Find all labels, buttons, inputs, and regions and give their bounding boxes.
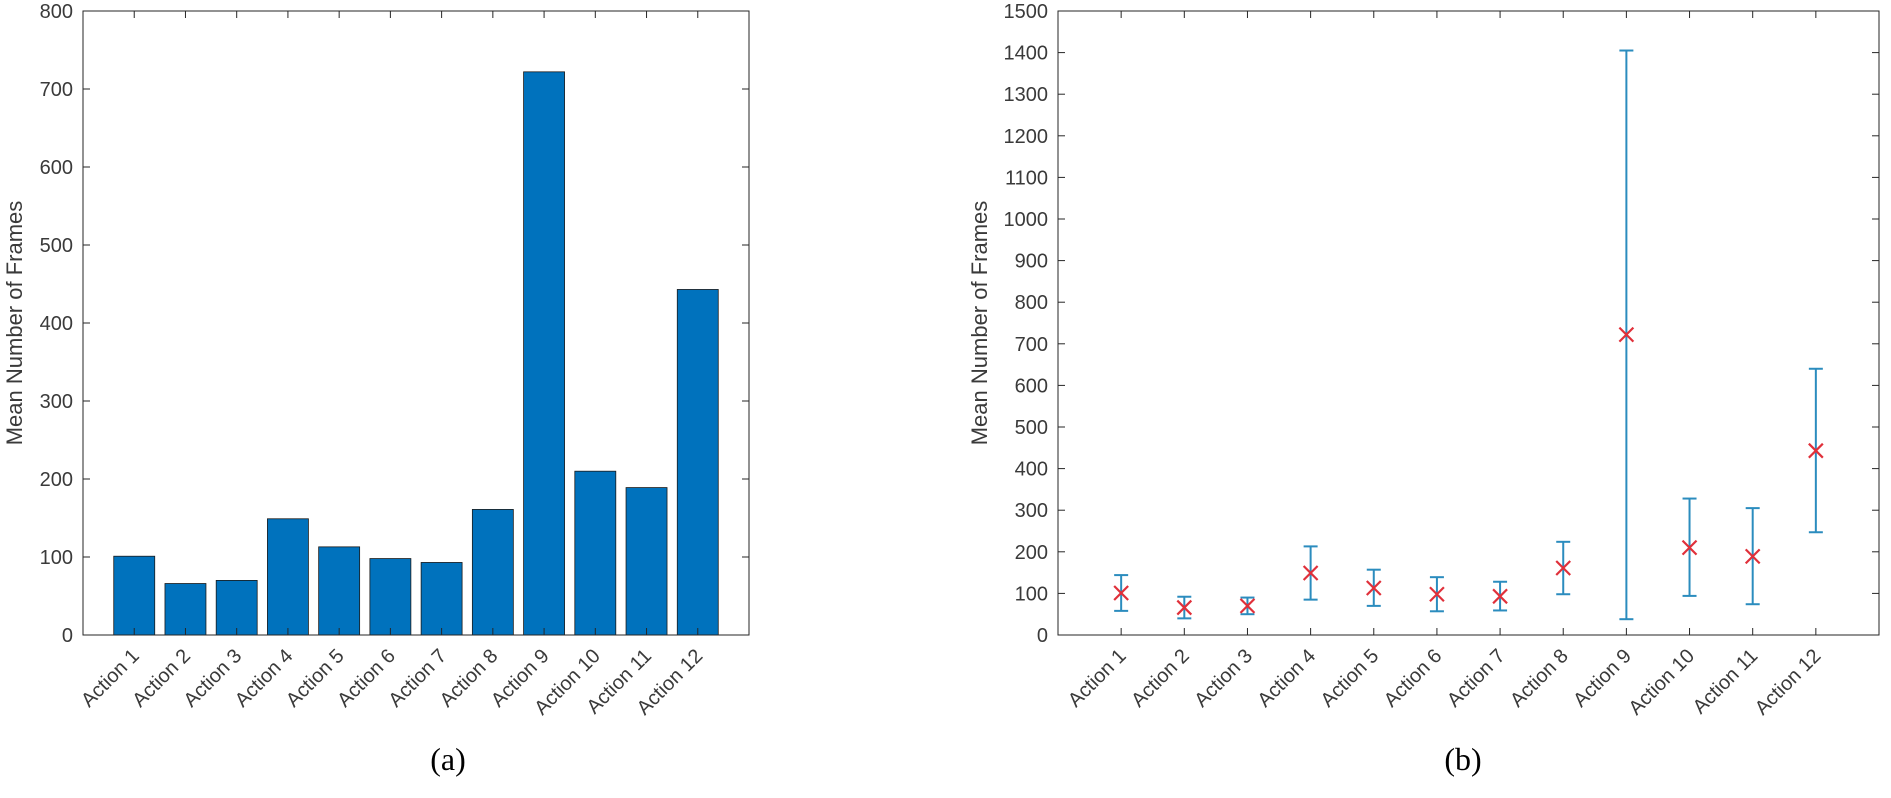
y-tick-label: 0: [1037, 625, 1048, 647]
bar: [676, 289, 719, 636]
y-tick-label: 400: [40, 313, 73, 335]
bar: [164, 583, 207, 636]
x-tick-label: Action 11: [1689, 645, 1762, 718]
y-tick-label: 700: [1015, 334, 1048, 356]
y-tick-label: 100: [1015, 583, 1048, 605]
mean-marker: [1302, 565, 1319, 581]
bar: [369, 558, 412, 636]
mean-marker-stroke: [1681, 539, 1698, 556]
mean-marker: [1176, 599, 1193, 616]
x-tick-label: Action 5: [1317, 645, 1384, 712]
mean-marker-stroke: [1429, 586, 1445, 603]
bar: [523, 71, 565, 636]
bar: [318, 546, 361, 636]
mean-marker: [1681, 539, 1698, 556]
x-tick-label: Action 3: [1190, 645, 1257, 712]
bar: [113, 555, 156, 636]
mean-marker-stroke: [1365, 580, 1382, 596]
y-tick-label: 1200: [1004, 126, 1049, 148]
y-tick-label: 900: [1015, 251, 1048, 273]
y-tick-label: 200: [40, 469, 73, 491]
mean-marker-stroke: [1492, 588, 1508, 605]
y-tick-label: 500: [40, 235, 73, 257]
mean-marker: [1365, 580, 1382, 596]
x-tick-label: Action 7: [1443, 645, 1510, 712]
mean-marker-stroke: [1239, 598, 1256, 614]
y-tick-label: 800: [40, 1, 73, 23]
y-tick-label: 800: [1015, 292, 1048, 314]
x-tick-label: Action 10: [1625, 645, 1700, 720]
mean-marker: [1555, 560, 1572, 576]
y-axis-title: Mean Number of Frames: [967, 201, 992, 446]
mean-marker: [1808, 442, 1824, 459]
y-tick-label: 600: [1015, 375, 1048, 397]
caption-a: (a): [430, 741, 466, 777]
x-tick-label: Action 8: [1506, 645, 1573, 712]
mean-marker: [1618, 326, 1635, 343]
x-tick-label: Action 1: [1064, 645, 1131, 712]
y-tick-label: 300: [1015, 500, 1048, 522]
bar: [574, 470, 617, 636]
y-tick-label: 1000: [1004, 209, 1049, 231]
bar: [471, 509, 514, 636]
y-tick-label: 1400: [1004, 43, 1049, 65]
y-tick-label: 400: [1015, 459, 1048, 481]
y-tick-label: 700: [40, 79, 73, 101]
axes-frame: [82, 10, 750, 636]
mean-marker-stroke: [1113, 585, 1129, 601]
x-tick-label: Action 12: [1751, 645, 1826, 720]
mean-marker: [1239, 598, 1256, 614]
y-tick-label: 600: [40, 157, 73, 179]
chart-b: 0 100 200 300 400 500 600 700 800 900 1000 1100 1200…: [967, 1, 1880, 720]
mean-marker-stroke: [1618, 326, 1635, 343]
y-tick-label: 0: [62, 625, 73, 647]
bar: [267, 518, 309, 636]
x-tick-label: Action 4: [1253, 645, 1320, 712]
bar: [215, 580, 258, 636]
y-tick-label: 500: [1015, 417, 1048, 439]
mean-marker-stroke: [1555, 560, 1572, 576]
mean-marker: [1429, 586, 1445, 603]
caption-b: (b): [1444, 741, 1481, 777]
y-tick-label: 300: [40, 391, 73, 413]
mean-marker: [1113, 585, 1129, 601]
mean-marker: [1744, 548, 1761, 565]
y-tick-label: 1500: [1004, 1, 1049, 23]
bar: [625, 487, 668, 636]
x-tick-label: Action 6: [1380, 645, 1447, 712]
mean-marker-stroke: [1744, 548, 1761, 565]
mean-marker: [1492, 588, 1508, 605]
y-axis-title: Mean Number of Frames: [2, 201, 27, 446]
y-tick-label: 100: [40, 547, 73, 569]
bar: [420, 562, 463, 636]
x-tick-label: Action 2: [1127, 645, 1194, 712]
axes-box: [1057, 10, 1880, 636]
mean-marker-stroke: [1176, 599, 1193, 616]
y-tick-label: 1100: [1005, 167, 1048, 189]
y-tick-label: 1300: [1004, 84, 1049, 106]
chart-a: 0 100 200 300 400 500 600 700 800 Mean Number of …: [2, 1, 750, 720]
mean-marker-stroke: [1808, 442, 1824, 459]
y-tick-label: 200: [1015, 542, 1048, 564]
mean-marker-stroke: [1302, 565, 1319, 581]
